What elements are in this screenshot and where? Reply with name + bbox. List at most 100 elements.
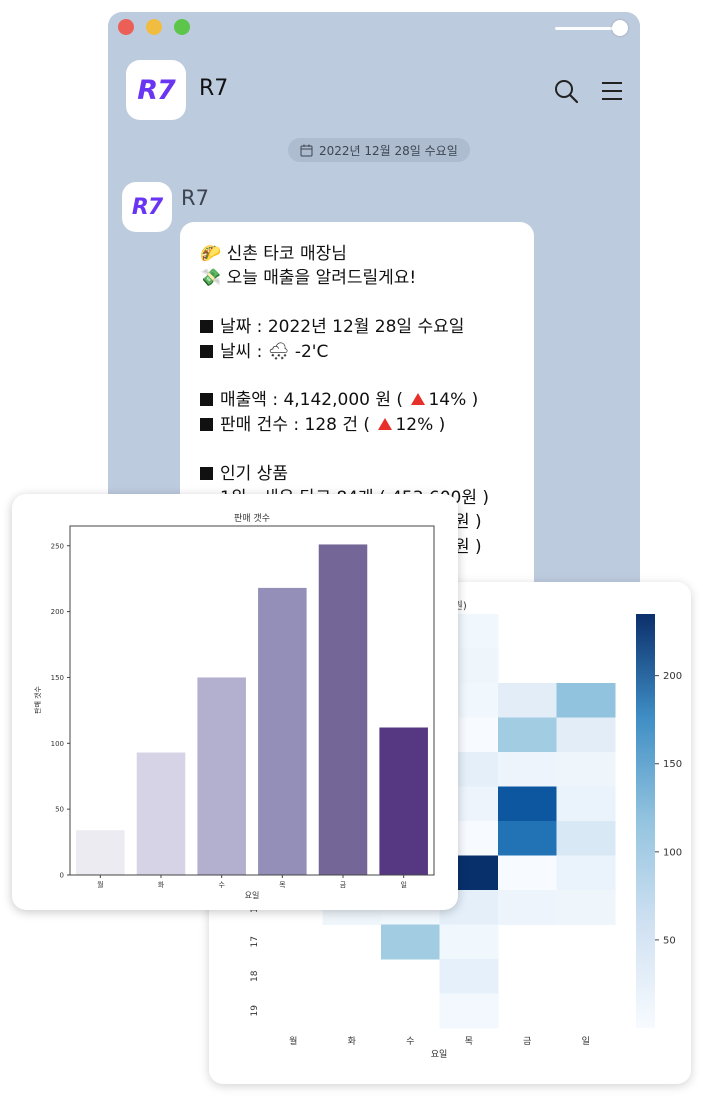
bar-chart-card: 판매 갯수 0 50 100 150 200 250 월 화 수 목 금 일 요일 판매 갯수 <box>12 494 458 910</box>
bar-2 <box>197 677 246 875</box>
minimize-window-button[interactable] <box>146 19 162 35</box>
message-line: 매출액 : 4,142,000 원 ( 14% ) <box>200 388 514 412</box>
colorbar-tick-label: 150 <box>663 759 682 770</box>
message-line: 💸 오늘 매출을 알려드릴게요! <box>200 266 514 290</box>
y-tick-label: 250 <box>51 542 64 550</box>
message-line: 날짜 : 2022년 12월 28일 수요일 <box>200 315 514 339</box>
intro-text: 오늘 매출을 알려드릴게요! <box>226 268 417 289</box>
heatmap-cell <box>556 855 616 891</box>
bar-3 <box>258 587 307 875</box>
taco-emoji-icon: 🌮 <box>200 244 222 264</box>
message-line: 🌮 신촌 타코 매장님 <box>200 242 514 266</box>
heatmap-xlabel: 요일 <box>431 1049 448 1060</box>
search-icon[interactable] <box>553 78 579 104</box>
heatmap-y-tick-label: 17 <box>250 936 260 947</box>
sales-change: 14% ) <box>428 390 479 411</box>
bar-chart-title: 판매 갯수 <box>234 513 270 524</box>
y-tick-label: 100 <box>51 740 64 748</box>
heatmap-x-tick-label: 수 <box>406 1036 414 1047</box>
x-tick-label: 금 <box>340 881 347 889</box>
avatar-text: R7 <box>131 194 163 220</box>
close-window-button[interactable] <box>118 19 134 35</box>
heatmap-cell <box>556 717 616 753</box>
message-line: 판매 건수 : 128 건 ( 12% ) <box>200 413 514 437</box>
up-triangle-icon <box>411 393 426 406</box>
heatmap-cell <box>498 717 557 753</box>
bullet-square-icon <box>200 417 213 431</box>
opacity-slider-track[interactable] <box>555 27 613 30</box>
heatmap-cell <box>556 890 616 925</box>
opacity-slider-knob[interactable] <box>612 20 628 36</box>
chat-room-title: R7 <box>199 76 229 101</box>
bar-chart-xlabel: 요일 <box>245 891 260 900</box>
bar-1 <box>136 752 186 875</box>
colorbar-tick-label: 100 <box>663 847 682 858</box>
heatmap-cell <box>556 683 616 718</box>
bullet-square-icon <box>200 320 213 334</box>
money-emoji-icon: 💸 <box>200 268 222 289</box>
weather-value: -2'C <box>294 341 329 362</box>
y-tick-label: 50 <box>55 806 64 814</box>
y-tick-label: 200 <box>51 608 64 616</box>
x-tick-label: 화 <box>158 881 165 889</box>
popular-item-3: 원 ) <box>454 536 482 557</box>
message-line: 인기 상품 <box>200 462 514 486</box>
heatmap-cell <box>556 752 616 787</box>
bar-4 <box>318 544 368 875</box>
heatmap-cell <box>381 924 440 960</box>
heatmap-x-tick-label: 화 <box>348 1036 356 1047</box>
heatmap-cell <box>498 855 557 891</box>
heatmap-y-tick-label: 19 <box>250 1005 260 1017</box>
count-text: 판매 건수 : 128 건 ( <box>220 414 376 435</box>
up-triangle-icon <box>378 417 393 430</box>
heatmap-y-tick-label: 18 <box>250 970 260 982</box>
maximize-window-button[interactable] <box>174 19 190 35</box>
menu-icon[interactable] <box>600 79 624 103</box>
greeting-text: 신촌 타코 매장님 <box>226 244 347 264</box>
sender-name: R7 <box>181 186 209 210</box>
sender-avatar[interactable]: R7 <box>122 182 172 232</box>
y-tick-label: 150 <box>51 674 64 682</box>
x-tick-label: 수 <box>218 881 225 889</box>
colorbar-tick-label: 200 <box>663 671 682 682</box>
bar-chart: 판매 갯수 0 50 100 150 200 250 월 화 수 목 금 일 요일 판매 갯수 <box>33 513 435 900</box>
bullet-square-icon <box>200 344 213 358</box>
popular-item-2: 원 ) <box>454 512 482 533</box>
x-tick-label: 일 <box>400 880 406 889</box>
heatmap-cell <box>439 993 499 1029</box>
heatmap-cell <box>556 786 616 822</box>
bullet-square-icon <box>200 393 213 407</box>
heatmap-x-tick-label: 목 <box>465 1036 473 1047</box>
count-change: 12% ) <box>395 414 446 435</box>
colorbar-tick-label: 50 <box>663 935 676 946</box>
bar-0 <box>76 830 125 875</box>
snow-cloud-emoji-icon: 🌨 <box>267 341 290 362</box>
heatmap-cell <box>498 786 557 822</box>
y-tick-label: 0 <box>60 872 64 880</box>
heatmap-x-tick-label: 월 <box>289 1035 297 1047</box>
heatmap-cell <box>439 959 499 994</box>
date-divider: 2022년 12월 28일 수요일 <box>288 138 470 162</box>
bar-chart-ylabel: 판매 갯수 <box>33 685 42 714</box>
date-line: 날짜 : 2022년 12월 28일 수요일 <box>220 317 465 338</box>
bullet-square-icon <box>200 466 213 480</box>
heatmap-cell <box>498 683 557 718</box>
logo-text: R7 <box>137 74 176 106</box>
heatmap-cell <box>498 752 557 787</box>
calendar-icon <box>300 144 313 156</box>
bar-chart-frame <box>69 525 435 876</box>
heatmap-cell <box>498 890 557 925</box>
heatmap-cell <box>439 924 499 960</box>
bar-5 <box>379 727 428 875</box>
heatmap-cell <box>498 821 557 856</box>
heatmap-cell <box>556 821 616 856</box>
date-divider-label: 2022년 12월 28일 수요일 <box>319 143 458 158</box>
x-tick-label: 월 <box>97 880 103 889</box>
heatmap-x-tick-label: 일 <box>582 1036 590 1047</box>
x-tick-label: 목 <box>279 881 286 889</box>
weather-label: 날씨 : <box>220 341 268 362</box>
message-line: 날씨 : 🌨 -2'C <box>200 340 514 364</box>
heatmap-colorbar <box>636 614 655 1028</box>
sales-text: 매출액 : 4,142,000 원 ( <box>220 390 409 411</box>
